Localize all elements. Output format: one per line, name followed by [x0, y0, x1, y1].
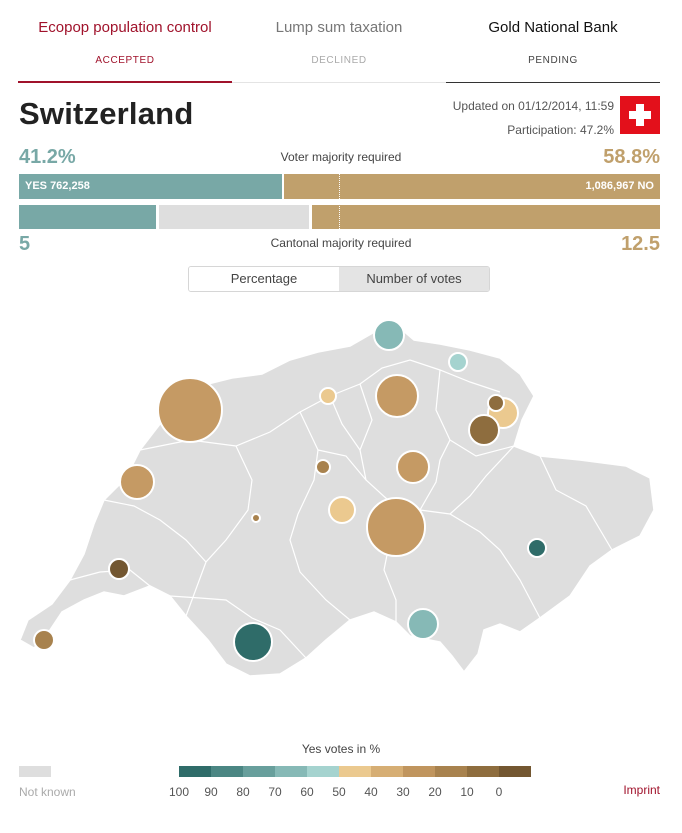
scale-tick-label: 40 [364, 785, 378, 799]
scale-swatch [307, 766, 339, 777]
scale-swatch [243, 766, 275, 777]
canton-bubble[interactable] [527, 538, 547, 558]
cantonal-unknown-segment [159, 205, 309, 229]
scale-swatch [275, 766, 307, 777]
vote-tabs: Ecopop population control ACCEPTED Lump … [18, 0, 660, 83]
cantonal-majority-label: Cantonal majority required [270, 236, 412, 250]
not-known-label: Not known [19, 785, 76, 799]
scale-swatch [211, 766, 243, 777]
canton-bubble[interactable] [315, 459, 331, 475]
canton-bubble[interactable] [119, 464, 155, 500]
scale-tick-label: 50 [332, 785, 346, 799]
cantonal-majority-bar [19, 205, 660, 229]
result-meta: Updated on 01/12/2014, 11:59 Participati… [453, 94, 614, 142]
tab-title: Lump sum taxation [275, 19, 403, 36]
scale-tick-label: 100 [169, 785, 190, 799]
canton-bubbles [33, 319, 547, 662]
tab-underline [232, 82, 446, 83]
majority-threshold-line [339, 174, 340, 229]
scale-tick-label: 10 [460, 785, 474, 799]
canton-bubble[interactable] [396, 450, 430, 484]
switzerland-map [19, 319, 655, 677]
voter-majority-label: Voter majority required [280, 150, 402, 164]
tab-underline [18, 81, 232, 83]
yes-votes-segment: YES 762,258 [19, 174, 282, 199]
canton-bubble[interactable] [319, 387, 337, 405]
cantonal-yes-count: 5 [19, 233, 31, 255]
canton-bubble[interactable] [373, 319, 405, 351]
tab-status: PENDING [528, 55, 578, 66]
scale-swatch [499, 766, 531, 777]
tab-ecopop[interactable]: Ecopop population control ACCEPTED [18, 0, 232, 83]
tab-gold-national-bank[interactable]: Gold National Bank PENDING [446, 0, 660, 83]
tab-status: DECLINED [311, 55, 367, 66]
no-percentage: 58.8% [603, 146, 660, 168]
scale-swatch [467, 766, 499, 777]
not-known-swatch [19, 766, 51, 777]
legend-title: Yes votes in % [301, 742, 381, 756]
swiss-flag-icon [620, 96, 660, 134]
no-votes-segment: 1,086,967 NO [284, 174, 660, 199]
cantonal-no-count: 12.5 [621, 233, 660, 255]
page-title: Switzerland [19, 96, 194, 131]
number-of-votes-toggle-button[interactable]: Number of votes [339, 267, 489, 291]
display-mode-toggle: Percentage Number of votes [188, 266, 490, 292]
canton-bubble[interactable] [366, 497, 426, 557]
scale-tick-label: 20 [428, 785, 442, 799]
imprint-link[interactable]: Imprint [623, 783, 660, 797]
canton-bubble[interactable] [157, 377, 223, 443]
cantonal-no-segment [312, 205, 660, 229]
percentage-toggle-button[interactable]: Percentage [189, 267, 339, 291]
canton-bubble[interactable] [328, 496, 356, 524]
cantonal-yes-segment [19, 205, 156, 229]
scale-tick-label: 70 [268, 785, 282, 799]
tab-title: Gold National Bank [488, 19, 618, 36]
updated-timestamp: Updated on 01/12/2014, 11:59 [452, 99, 614, 113]
scale-swatch [179, 766, 211, 777]
color-scale [179, 766, 531, 777]
scale-swatch [371, 766, 403, 777]
voter-majority-bar: YES 762,258 1,086,967 NO [19, 174, 660, 199]
scale-swatch [435, 766, 467, 777]
scale-tick-label: 0 [495, 785, 503, 799]
canton-bubble[interactable] [33, 629, 55, 651]
canton-bubble[interactable] [108, 558, 130, 580]
tab-underline [446, 82, 660, 83]
scale-tick-label: 60 [300, 785, 314, 799]
canton-bubble[interactable] [448, 352, 468, 372]
tab-status: ACCEPTED [95, 55, 155, 66]
canton-bubble[interactable] [487, 394, 505, 412]
scale-swatch [339, 766, 371, 777]
scale-tick-label: 30 [396, 785, 410, 799]
scale-tick-label: 90 [204, 785, 218, 799]
canton-bubble[interactable] [468, 414, 500, 446]
canton-bubble[interactable] [233, 622, 273, 662]
scale-swatch [403, 766, 435, 777]
canton-bubble[interactable] [407, 608, 439, 640]
yes-percentage: 41.2% [19, 146, 76, 168]
canton-bubble[interactable] [375, 374, 419, 418]
tab-lump-sum-taxation[interactable]: Lump sum taxation DECLINED [232, 0, 446, 83]
scale-tick-label: 80 [236, 785, 250, 799]
canton-bubble[interactable] [251, 513, 261, 523]
participation-rate: Participation: 47.2% [507, 123, 614, 137]
tab-title: Ecopop population control [38, 19, 212, 36]
